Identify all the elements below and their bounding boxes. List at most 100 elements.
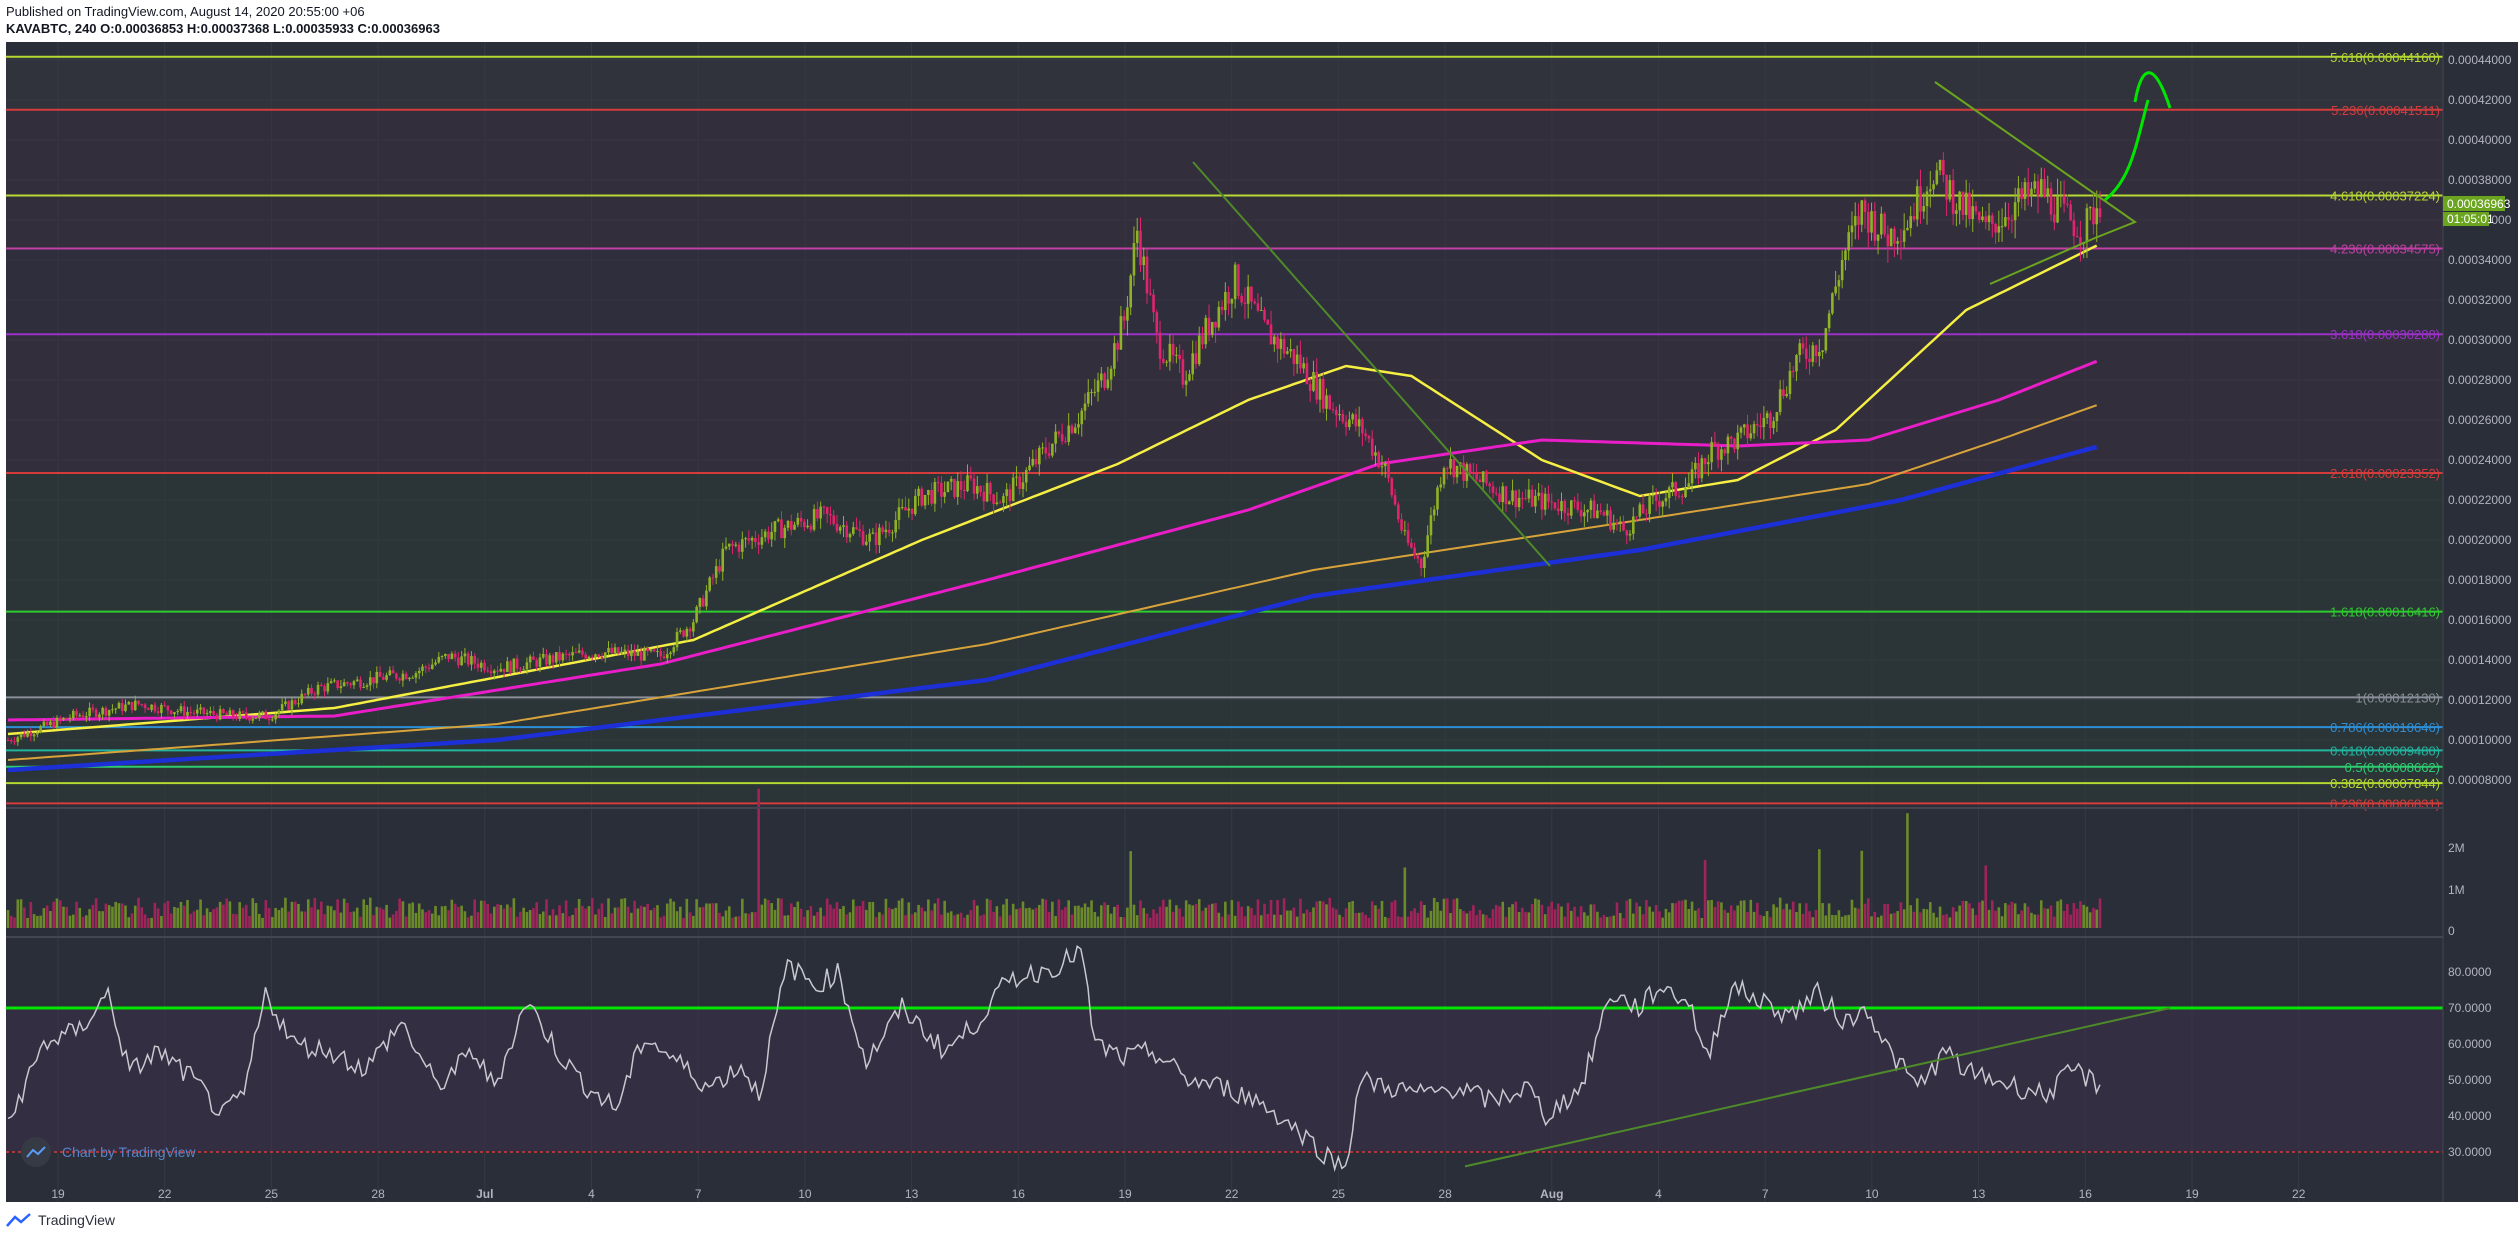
candle-body — [421, 666, 424, 671]
volume-bar — [1217, 912, 1221, 928]
candle-body — [1210, 321, 1214, 335]
volume-bar — [659, 917, 663, 928]
volume-bar — [1005, 898, 1008, 928]
volume-bar — [1628, 898, 1632, 928]
candle-body — [920, 488, 924, 506]
volume-bar — [812, 915, 816, 928]
candle-body — [760, 537, 764, 545]
volume-bar — [398, 898, 401, 928]
candle-body — [1259, 309, 1263, 311]
volume-bar — [1883, 904, 1886, 928]
candle-body — [679, 630, 682, 632]
volume-bar — [1850, 899, 1854, 928]
candle-body — [1165, 361, 1168, 363]
candle-body — [799, 517, 803, 522]
projection-arrow — [2104, 99, 2150, 202]
candle-body — [1880, 213, 1883, 235]
volume-bar — [1615, 902, 1619, 928]
candle-body — [1556, 508, 1560, 512]
volume-bar — [904, 915, 907, 928]
volume-bar — [962, 917, 966, 928]
candle-body — [528, 656, 532, 663]
candle-body — [342, 682, 346, 687]
volume-bar — [1113, 906, 1116, 928]
candle-body — [940, 482, 943, 497]
volume-bar — [1726, 912, 1730, 928]
volume-bar — [23, 907, 26, 928]
volume-bar — [1945, 914, 1948, 928]
candle-body — [636, 651, 640, 656]
candle-body — [1948, 180, 1952, 200]
candle-body — [359, 679, 362, 688]
volume-bar — [1171, 911, 1175, 928]
volume-bar — [1729, 905, 1733, 928]
volume-bar — [917, 904, 920, 928]
candle-body — [1400, 519, 1403, 531]
candle-body — [1837, 280, 1841, 287]
candle-body — [1707, 462, 1710, 465]
candle-body — [705, 590, 708, 607]
candle-body — [1077, 424, 1080, 428]
candle-body — [2046, 188, 2050, 197]
volume-bar — [16, 899, 20, 928]
volume-bar — [979, 915, 982, 928]
candle-body — [231, 710, 235, 717]
volume-bar — [1756, 902, 1759, 928]
candle-body — [1325, 395, 1328, 409]
volume-bar — [796, 901, 800, 928]
candle-body — [2039, 179, 2043, 196]
volume-bar — [1651, 911, 1655, 928]
candle-body — [1449, 458, 1452, 469]
current-price-label: 0.00036963 — [2447, 197, 2511, 211]
volume-bar — [1847, 914, 1850, 928]
fib-zone — [6, 727, 2443, 751]
candle-body — [1462, 462, 1465, 481]
volume-bar — [1814, 909, 1818, 928]
volume-bar — [1752, 911, 1756, 928]
candle-body — [2066, 203, 2069, 205]
volume-bar — [1109, 913, 1113, 928]
candle-body — [881, 527, 884, 533]
volume-bar — [114, 901, 118, 928]
candle-body — [652, 649, 656, 652]
candle-body — [1286, 351, 1289, 354]
candle-body — [1472, 472, 1475, 474]
candle-body — [969, 475, 973, 479]
candle-body — [1504, 486, 1508, 505]
candle-body — [391, 670, 395, 674]
volume-bar — [1060, 909, 1064, 928]
volume-bar — [496, 904, 499, 928]
candle-body — [1246, 286, 1250, 304]
volume-bar — [809, 906, 813, 928]
candle-body — [2033, 181, 2037, 189]
volume-bar — [147, 918, 150, 928]
volume-bar — [1432, 897, 1436, 928]
volume-bar — [424, 912, 428, 928]
volume-bar — [1227, 914, 1230, 928]
candle-body — [101, 707, 104, 715]
volume-bar — [117, 903, 121, 928]
volume-bar — [1318, 900, 1322, 928]
candle-body — [1139, 230, 1142, 266]
volume-bar — [679, 906, 682, 928]
volume-bar — [1100, 905, 1103, 928]
candle-body — [525, 662, 529, 670]
candle-body — [1775, 412, 1779, 422]
candle-body — [581, 650, 584, 655]
candles — [6, 152, 2102, 746]
volume-bar — [933, 903, 937, 928]
candle-body — [1641, 504, 1645, 514]
candle-body — [1569, 500, 1573, 516]
candle-body — [404, 673, 408, 680]
volume-bar — [2092, 907, 2095, 928]
candle-body — [186, 712, 189, 716]
volume-bar — [2098, 898, 2102, 928]
volume-bar — [1181, 916, 1185, 928]
candle-body — [541, 653, 545, 658]
candle-body — [2088, 207, 2092, 209]
candle-body — [1560, 501, 1563, 512]
volume-bar — [235, 914, 238, 928]
volume-bar — [1387, 917, 1390, 928]
candle-body — [1011, 477, 1015, 502]
